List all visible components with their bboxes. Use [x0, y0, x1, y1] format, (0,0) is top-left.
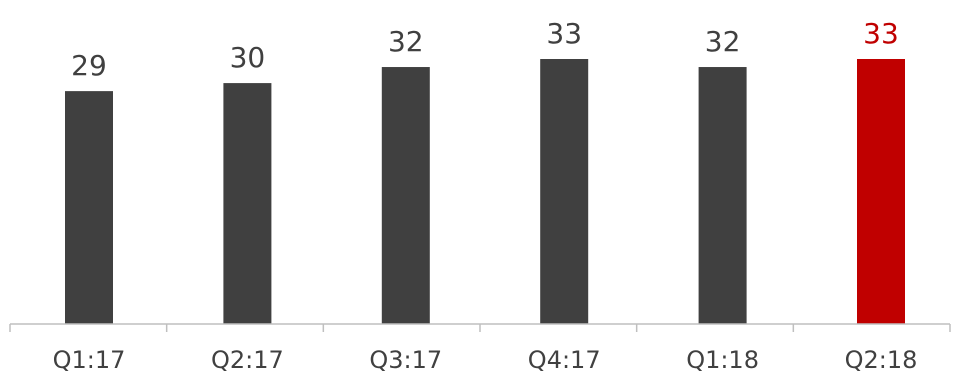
x-tick-label: Q1:18 — [686, 346, 759, 374]
bar-q4-17 — [540, 59, 589, 324]
bar-q1-18 — [698, 67, 747, 324]
x-tick-label: Q1:17 — [53, 346, 126, 374]
x-tick-label: Q2:18 — [845, 346, 918, 374]
data-label: 33 — [546, 17, 582, 50]
bar-q2-18 — [857, 59, 905, 324]
bar-q3-17 — [381, 67, 430, 324]
bar-q2-17 — [223, 83, 272, 324]
data-label: 32 — [705, 25, 741, 58]
data-label: 32 — [388, 25, 424, 58]
data-label: 33 — [863, 17, 899, 50]
data-label: 29 — [71, 49, 107, 82]
x-tick-label: Q2:17 — [211, 346, 284, 374]
data-label: 30 — [230, 41, 266, 74]
bar-q1-17 — [65, 91, 113, 324]
x-tick-label: Q4:17 — [528, 346, 601, 374]
bars-group — [65, 59, 905, 324]
x-tick-label: Q3:17 — [369, 346, 442, 374]
value-labels-group: 29 30 32 33 32 33 — [71, 17, 899, 82]
x-axis-ticks-group — [9, 324, 951, 332]
x-axis-tick-labels-group: Q1:17 Q2:17 Q3:17 Q4:17 Q1:18 Q2:18 — [53, 346, 918, 374]
